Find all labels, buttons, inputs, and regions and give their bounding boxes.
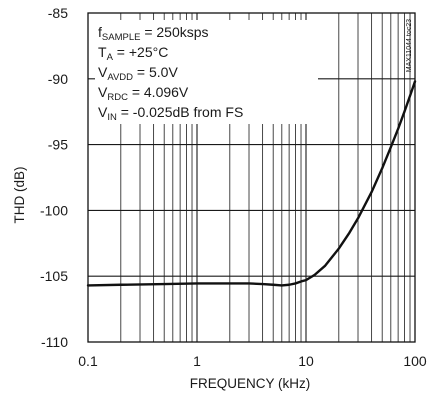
y-tick-label: -110 xyxy=(41,334,68,350)
annotation-line: VIN = -0.025dB from FS xyxy=(98,104,243,123)
plot-frame xyxy=(87,12,416,343)
y-tick-label: -100 xyxy=(40,202,68,218)
y-tick-label: -95 xyxy=(48,137,68,153)
annotation-line: VAVDD = 5.0V xyxy=(98,64,178,83)
figure-code: MAX11044 toc23 xyxy=(406,19,413,72)
series-line-thd xyxy=(86,80,417,287)
annotation-line: fSAMPLE = 250ksps xyxy=(98,24,209,43)
x-tick-label: 10 xyxy=(298,353,314,369)
y-tick-label: -105 xyxy=(40,268,68,284)
annotation-line: TA = +25°C xyxy=(98,44,168,63)
annotation-backdrop xyxy=(95,20,318,124)
series-layer xyxy=(86,80,417,287)
x-tick-label: 1 xyxy=(193,353,201,369)
x-axis-label: FREQUENCY (kHz) xyxy=(190,376,311,391)
y-tick-label: -85 xyxy=(48,5,68,21)
y-axis-label: THD (dB) xyxy=(12,167,27,224)
annotation-line: VRDC = 4.096V xyxy=(98,84,189,103)
x-tick-label: 0.1 xyxy=(78,353,98,369)
y-tick-label: -90 xyxy=(48,71,68,87)
x-tick-label: 100 xyxy=(403,353,427,369)
tick-labels: -85 -90 -95 -100 -105 -110 0.1 1 10 100 xyxy=(40,5,427,369)
